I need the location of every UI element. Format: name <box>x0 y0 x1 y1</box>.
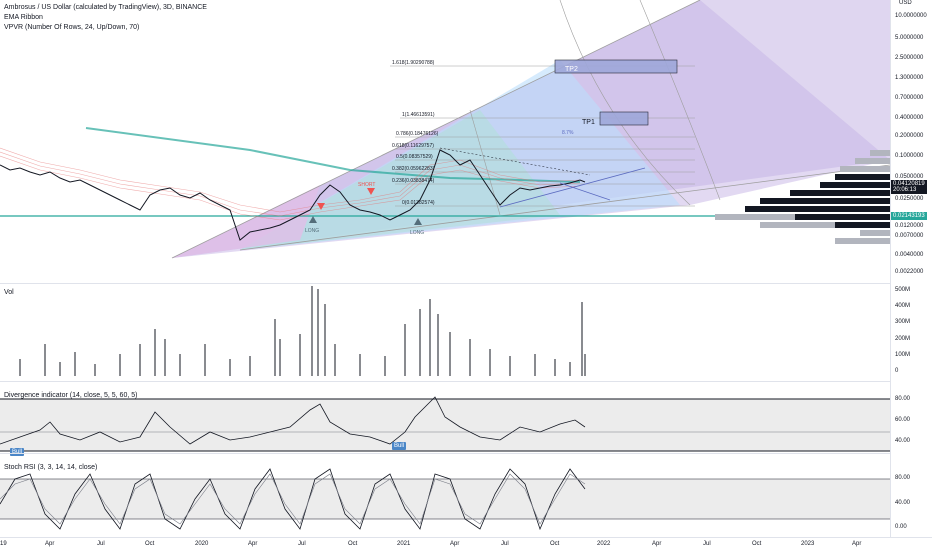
time-label-1: Apr <box>45 541 55 547</box>
price-series <box>0 149 586 241</box>
vol-tick-2: 300M <box>895 319 911 325</box>
stoch-svg <box>0 468 890 531</box>
div-tick-2: 40.00 <box>895 438 911 444</box>
chart-title: Ambrosus / US Dollar (calculated by Trad… <box>4 4 207 11</box>
indicator-ema[interactable]: EMA Ribbon <box>4 14 43 21</box>
price-tick-9: 0.0250000 <box>895 196 924 202</box>
fib-label-0382: 0.382(0.05962283) <box>392 166 435 172</box>
price-tick-4: 0.7000000 <box>895 95 924 101</box>
price-tick-1: 5.0000000 <box>895 35 924 41</box>
short-marker <box>367 188 375 195</box>
tp2-label: TP2 <box>565 66 578 73</box>
time-label-8: 2021 <box>397 541 411 547</box>
divergence-label: Divergence indicator (14, close, 5, 5, 6… <box>4 392 138 399</box>
time-label-16: 2023 <box>801 541 815 547</box>
time-label-3: Oct <box>145 541 155 547</box>
fib-label-0236: 0.236(0.03838474) <box>392 178 435 184</box>
price-axis[interactable]: USD 10.0000000 5.0000000 2.5000000 1.300… <box>890 0 932 537</box>
time-axis[interactable]: 19 Apr Jul Oct 2020 Apr Jul Oct 2021 Apr… <box>0 537 932 551</box>
price-chart-svg: 1.618(1.90290788) 1(1.46613591) 0.786(0.… <box>0 0 890 259</box>
stoch-d <box>0 473 586 525</box>
fan-arc-3 <box>639 0 721 201</box>
fib-label-1618: 1.618(1.90290788) <box>392 60 435 66</box>
long-label-2: LONG <box>410 230 424 236</box>
indicator-vpvr[interactable]: VPVR (Number Of Rows, 24, Up/Down, 70) <box>4 24 140 31</box>
vol-tick-1: 400M <box>895 303 911 309</box>
price-tick-13: 0.0022000 <box>895 269 924 275</box>
trend-down <box>439 147 591 176</box>
fib-label-0786: 0.786(0.18476126) <box>396 131 439 137</box>
time-label-14: Jul <box>703 541 711 547</box>
time-label-0: 19 <box>0 541 7 547</box>
time-label-15: Oct <box>752 541 762 547</box>
trend-lower <box>559 182 611 201</box>
div-tick-1: 60.00 <box>895 417 911 423</box>
price-tick-10: 0.0120000 <box>895 223 924 229</box>
long-marker-2 <box>414 218 422 225</box>
divergence-line <box>0 396 586 445</box>
price-tick-6: 0.2000000 <box>895 133 924 139</box>
fan-lower-edge <box>239 164 890 251</box>
volume-pane[interactable] <box>0 283 890 382</box>
volume-svg <box>19 286 586 376</box>
time-label-9: Apr <box>450 541 460 547</box>
vol-tick-5: 0 <box>895 368 899 374</box>
vol-tick-4: 100M <box>895 352 911 358</box>
long-marker-1 <box>309 216 317 223</box>
price-unit: USD <box>899 0 912 6</box>
time-label-2: Jul <box>97 541 105 547</box>
stoch-tick-2: 0.00 <box>895 524 907 530</box>
main-chart-pane[interactable]: 1.618(1.90290788) 1(1.46613591) 0.786(0.… <box>0 0 890 283</box>
time-label-5: Apr <box>248 541 258 547</box>
stoch-tick-0: 80.00 <box>895 475 911 481</box>
stoch-tick-1: 40.00 <box>895 500 911 506</box>
time-label-10: Jul <box>501 541 509 547</box>
stoch-pane[interactable] <box>0 453 890 538</box>
div-tick-0: 80.00 <box>895 396 911 402</box>
time-label-11: Oct <box>550 541 560 547</box>
divergence-pane[interactable]: Bull Bull <box>0 381 890 456</box>
price-tick-3: 1.3000000 <box>895 75 924 81</box>
short-label: SHORT <box>358 182 375 188</box>
fib-label-0: 0(0.01382574) <box>402 200 435 206</box>
tp1-label: TP1 <box>582 119 595 126</box>
time-label-12: 2022 <box>597 541 611 547</box>
long-label-1: LONG <box>305 228 319 234</box>
time-label-4: 2020 <box>195 541 209 547</box>
price-tick-2: 2.5000000 <box>895 55 924 61</box>
divergence-svg <box>0 396 890 452</box>
stoch-title: Stoch RSI (3, 3, 14, 14, close) <box>4 464 98 471</box>
time-label-7: Oct <box>348 541 358 547</box>
time-label-17: Apr <box>852 541 862 547</box>
fib-label-1: 1(1.46613591) <box>402 112 435 118</box>
price-tick-11: 0.0070000 <box>895 233 924 239</box>
fan-arc-1 <box>559 0 691 206</box>
fib-label-05: 0.5(0.08357529) <box>396 154 433 160</box>
vol-tick-0: 500M <box>895 287 911 293</box>
short-marker-2 <box>317 203 325 210</box>
price-tick-0: 10.0000000 <box>895 13 927 19</box>
fan-arc-2 <box>469 109 501 216</box>
current-price-badge: 0.04120819 20:06:13 <box>891 180 927 194</box>
fib-label-0618: 0.618(0.11629757) <box>392 143 434 149</box>
bull-badge-2: Bull <box>392 442 407 450</box>
vpvr-profile <box>715 150 890 244</box>
vol-tick-3: 200M <box>895 336 911 342</box>
support-price-badge: 0.02143193 <box>891 212 927 220</box>
fan-upper-edge <box>171 0 701 259</box>
bull-badge-1: Bull <box>10 448 25 456</box>
tp2-box <box>554 59 678 74</box>
time-label-13: Apr <box>652 541 662 547</box>
price-tick-8: 0.0500000 <box>895 174 924 180</box>
volume-bars <box>19 286 586 376</box>
price-tick-5: 0.4000000 <box>895 115 924 121</box>
time-label-6: Jul <box>298 541 306 547</box>
price-tick-12: 0.0040000 <box>895 252 924 258</box>
tp1-box <box>599 111 649 126</box>
volume-label: Vol <box>4 289 14 296</box>
price-tick-7: 0.1000000 <box>895 153 924 159</box>
tp1-pct: 8.7% <box>562 130 574 136</box>
